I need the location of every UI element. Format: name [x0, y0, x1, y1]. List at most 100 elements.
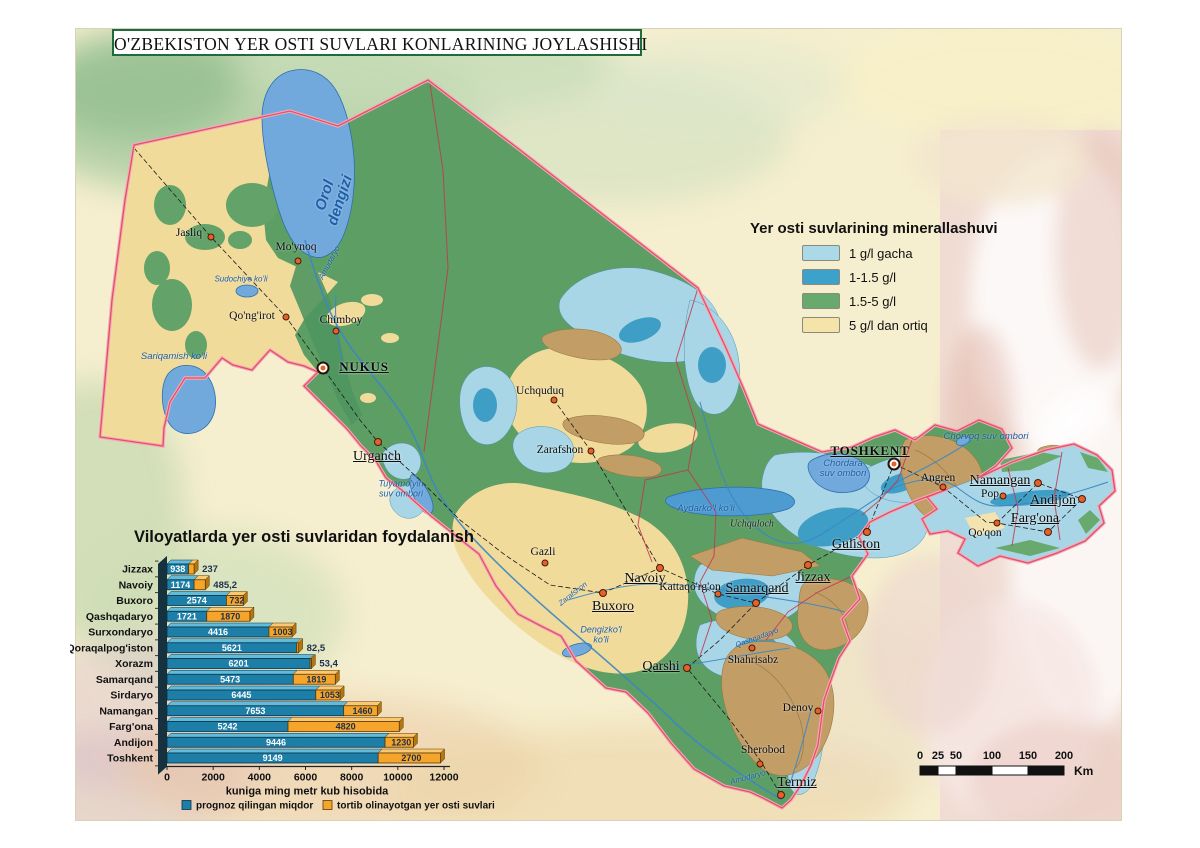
svg-text:Andijon: Andijon: [114, 737, 153, 749]
city-label: Jasliq: [175, 227, 203, 239]
city-label: Mo'ynoq: [275, 241, 317, 253]
city-label: Navoiy: [624, 571, 666, 586]
water-label: Dengizko'l ko'li: [580, 624, 622, 644]
city-label: Zarafshon: [536, 444, 584, 456]
city-label: Buxoro: [592, 599, 634, 614]
svg-text:Sirdaryo: Sirdaryo: [110, 690, 153, 702]
svg-text:1870: 1870: [220, 611, 240, 621]
svg-text:Farg'ona: Farg'ona: [109, 721, 153, 733]
country-border: [98, 77, 1117, 811]
svg-text:Xorazm: Xorazm: [115, 658, 153, 670]
svg-text:6000: 6000: [294, 772, 318, 784]
city-dot: [1044, 528, 1052, 536]
page-title: O'ZBEKISTON YER OSTI SUVLARI KONLARINING…: [112, 29, 647, 56]
water-label: Sudochiye ko'li: [214, 274, 268, 284]
city-label: Farg'ona: [1010, 511, 1060, 526]
city-label: Denov: [782, 702, 814, 714]
svg-text:1053: 1053: [320, 690, 340, 700]
city-label: Samarqand: [725, 581, 789, 596]
city-dot: [550, 396, 558, 404]
legend-item: 1 g/l gacha: [750, 245, 1020, 261]
city-label: Sherobod: [740, 744, 786, 756]
svg-text:Qashqadaryo: Qashqadaryo: [86, 611, 153, 623]
legend-label: 1-1.5 g/l: [849, 269, 896, 285]
aydarkol-lake: [665, 486, 795, 517]
amudaryo-delta: [290, 266, 362, 425]
city-dot: [207, 233, 215, 241]
svg-text:1230: 1230: [391, 737, 411, 747]
svg-text:Surxondaryo: Surxondaryo: [88, 627, 153, 639]
city-label: Qo'ng'irot: [229, 310, 275, 322]
city-dot: [656, 564, 664, 572]
city-label: Urganch: [353, 449, 401, 464]
svg-text:150: 150: [1019, 750, 1037, 762]
svg-text:Jizzax: Jizzax: [122, 564, 153, 576]
svg-text:938: 938: [170, 564, 185, 574]
city-dot: [294, 257, 302, 265]
svg-text:2000: 2000: [201, 772, 225, 784]
city-dot: [804, 561, 812, 569]
city-dot: [752, 599, 760, 607]
mineralization-legend-title: Yer osti suvlarining minerallashuvi: [750, 220, 998, 237]
svg-text:4820: 4820: [336, 722, 356, 732]
mineralization-legend: Yer osti suvlarining minerallashuvi 1 g/…: [750, 220, 1020, 333]
city-label: Chimboy: [319, 314, 363, 326]
svg-text:6201: 6201: [229, 659, 249, 669]
svg-text:9149: 9149: [263, 753, 283, 763]
legend-item: 5 g/l dan ortiq: [750, 317, 1020, 333]
svg-text:8000: 8000: [340, 772, 364, 784]
city-dot: [541, 559, 549, 567]
city-dot: [714, 590, 722, 598]
sudochiye-lake: [235, 284, 259, 298]
svg-text:10000: 10000: [383, 772, 412, 784]
svg-text:2574: 2574: [187, 596, 207, 606]
city-label: Angren: [920, 472, 956, 484]
svg-text:4000: 4000: [248, 772, 272, 784]
chordara-reservoir: [807, 453, 870, 494]
svg-text:Km: Km: [1074, 764, 1093, 778]
svg-text:tortib olinayotgan yer osti su: tortib olinayotgan yer osti suvlari: [337, 801, 495, 812]
city-dot: [316, 361, 330, 375]
water-label: Aydarko'l ko'li: [677, 502, 735, 514]
city-dot: [993, 519, 1001, 527]
svg-text:82,5: 82,5: [307, 643, 326, 654]
legend-label: 1.5-5 g/l: [849, 293, 896, 309]
city-label: Qarshi: [642, 659, 680, 674]
svg-text:1819: 1819: [306, 674, 326, 684]
city-dot: [863, 528, 871, 536]
legend-label: 1 g/l gacha: [849, 245, 913, 261]
svg-text:6445: 6445: [231, 690, 251, 700]
water-label: Sariqamish ko'li: [140, 350, 208, 362]
city-dot: [332, 327, 340, 335]
city-dot: [748, 644, 756, 652]
city-dot: [999, 492, 1007, 500]
svg-text:485,2: 485,2: [213, 580, 237, 591]
legend-swatch: [802, 245, 840, 261]
svg-text:Viloyatlarda yer osti suvlarid: Viloyatlarda yer osti suvlaridan foydala…: [134, 528, 474, 546]
svg-text:Navoiy: Navoiy: [119, 579, 154, 591]
svg-text:Namangan: Namangan: [99, 705, 153, 717]
svg-text:0: 0: [917, 750, 923, 762]
region-borders: [423, 83, 1063, 657]
svg-text:237: 237: [202, 564, 218, 575]
mineralization-legend-items: 1 g/l gacha 1-1.5 g/l 1.5-5 g/l 5 g/l dan o…: [750, 245, 1020, 333]
svg-text:12000: 12000: [429, 772, 458, 784]
city-label: Uchquloch: [730, 518, 774, 530]
city-dot: [1078, 495, 1086, 503]
city-label: Andijon: [1030, 493, 1076, 508]
legend-swatch: [802, 269, 840, 285]
aral-sea: [261, 69, 355, 258]
city-dot: [814, 707, 822, 715]
legend-swatch: [802, 293, 840, 309]
legend-swatch: [802, 317, 840, 333]
svg-text:1003: 1003: [272, 627, 292, 637]
water-bodies: [161, 69, 971, 658]
city-dot: [599, 589, 607, 597]
city-dot: [1034, 479, 1042, 487]
svg-text:Toshkent: Toshkent: [107, 753, 153, 765]
svg-text:5242: 5242: [217, 722, 237, 732]
city-label: NUKUS: [339, 359, 389, 374]
svg-text:732: 732: [229, 596, 244, 606]
svg-text:5473: 5473: [220, 674, 240, 684]
